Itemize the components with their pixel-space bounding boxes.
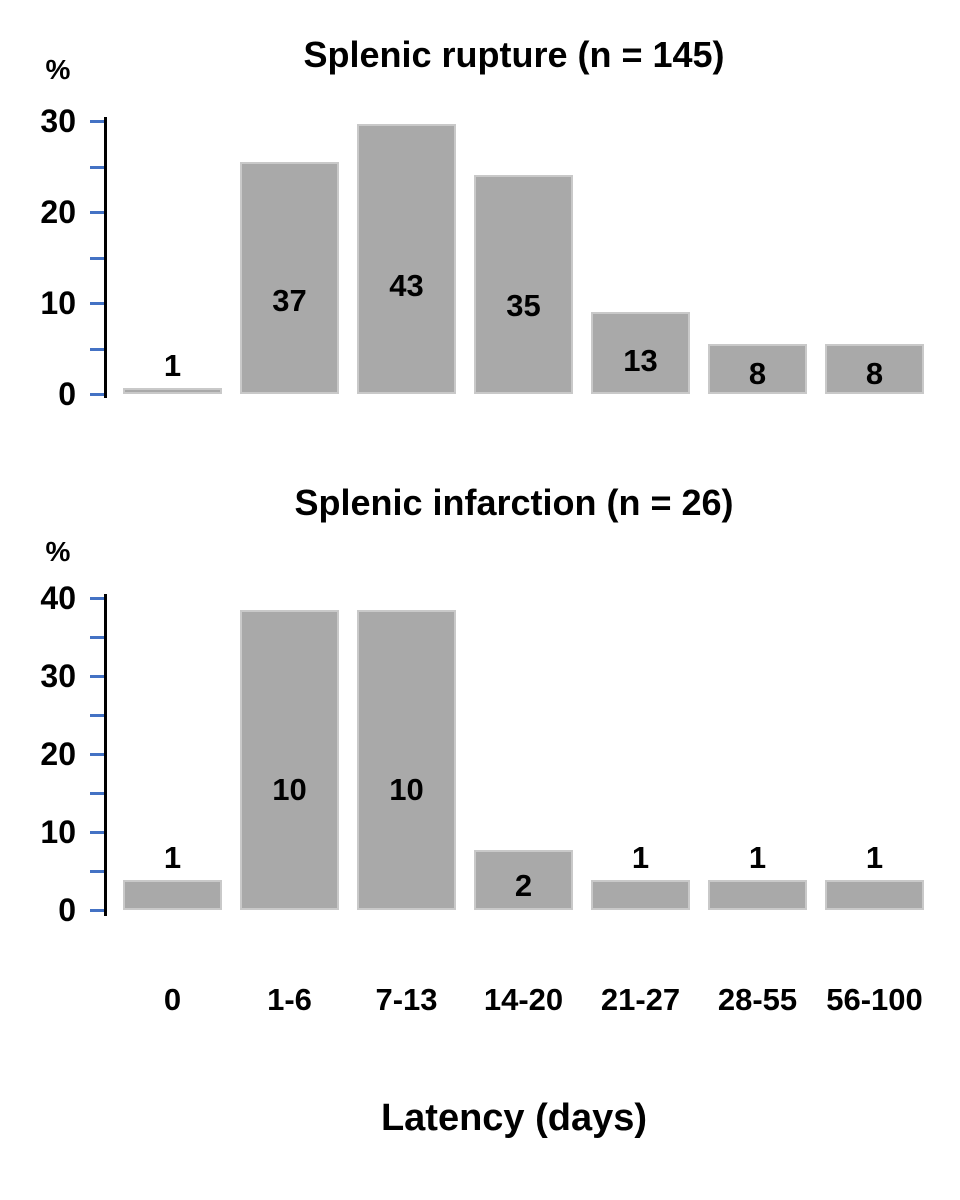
bar-value-label: 43 <box>389 267 424 303</box>
bar <box>591 312 690 394</box>
y-axis-tick <box>90 675 104 678</box>
bar-value-label: 10 <box>272 771 307 807</box>
bar-value-label: 1 <box>163 840 182 876</box>
y-axis-tick-label: 10 <box>40 285 76 321</box>
y-axis-tick <box>90 831 104 834</box>
bar-value-label: 1 <box>163 347 182 383</box>
x-axis-title: Latency (days) <box>380 1097 648 1139</box>
y-axis-tick <box>90 256 104 260</box>
y-axis-tick <box>90 753 104 756</box>
bar-value-label: 10 <box>389 771 424 807</box>
x-axis-category-label: 0 <box>163 982 182 1017</box>
y-axis-line <box>104 594 107 916</box>
chart-title-splenic-rupture: Splenic rupture (n = 145) <box>303 34 725 75</box>
x-axis-category-label: 1-6 <box>267 982 312 1017</box>
bar <box>474 174 573 394</box>
y-axis-tick <box>90 636 104 639</box>
y-axis-tick-label: 30 <box>40 103 76 139</box>
bar <box>708 343 807 394</box>
bar-value-label: 8 <box>748 355 767 391</box>
y-axis-tick <box>90 909 104 912</box>
y-axis-tick <box>90 120 104 123</box>
y-axis-tick-label: 40 <box>40 580 76 616</box>
bar-value-label: 13 <box>623 343 658 379</box>
bar <box>474 849 573 910</box>
bar <box>240 609 339 910</box>
x-axis-category-label: 14-20 <box>483 982 564 1017</box>
y-axis-tick <box>90 165 104 169</box>
y-axis-tick-label: 0 <box>58 892 76 928</box>
bar-value-label: 1 <box>748 840 767 876</box>
y-axis-tick <box>90 714 104 717</box>
y-axis-tick <box>90 211 104 214</box>
bar-value-label: 2 <box>514 867 533 903</box>
y-axis-line <box>104 117 107 398</box>
bar <box>708 880 807 910</box>
y-axis-tick <box>90 792 104 795</box>
bar <box>825 880 924 910</box>
bar <box>591 880 690 910</box>
chart-title-splenic-infarction: Splenic infarction (n = 26) <box>294 482 734 523</box>
y-axis-tick <box>90 302 104 305</box>
y-axis-tick-label: 0 <box>58 376 76 412</box>
bar <box>357 123 456 394</box>
bar-value-label: 37 <box>272 283 307 319</box>
y-axis-tick-label: 20 <box>40 194 76 230</box>
x-axis-category-label: 21-27 <box>600 982 681 1017</box>
x-axis-category-label: 56-100 <box>826 982 923 1017</box>
y-axis-tick-label: 20 <box>40 736 76 772</box>
bar-value-label: 8 <box>865 355 884 391</box>
bar-value-label: 1 <box>865 840 884 876</box>
y-axis-tick-label: 10 <box>40 814 76 850</box>
y-axis-tick-label: 30 <box>40 658 76 694</box>
bar-value-label: 1 <box>631 840 650 876</box>
y-axis-tick <box>90 597 104 600</box>
bar <box>123 880 222 910</box>
y-axis-unit-label: % <box>45 536 71 567</box>
x-axis-category-label: 7-13 <box>375 982 438 1017</box>
y-axis-tick <box>90 393 104 396</box>
bar-value-label: 35 <box>506 288 541 324</box>
x-axis-category-label: 28-55 <box>717 982 798 1017</box>
bar <box>825 343 924 394</box>
bar <box>357 609 456 910</box>
bar <box>240 161 339 394</box>
y-axis-tick <box>90 347 104 351</box>
y-axis-tick <box>90 870 104 873</box>
bar <box>123 387 222 394</box>
y-axis-unit-label: % <box>45 54 71 85</box>
